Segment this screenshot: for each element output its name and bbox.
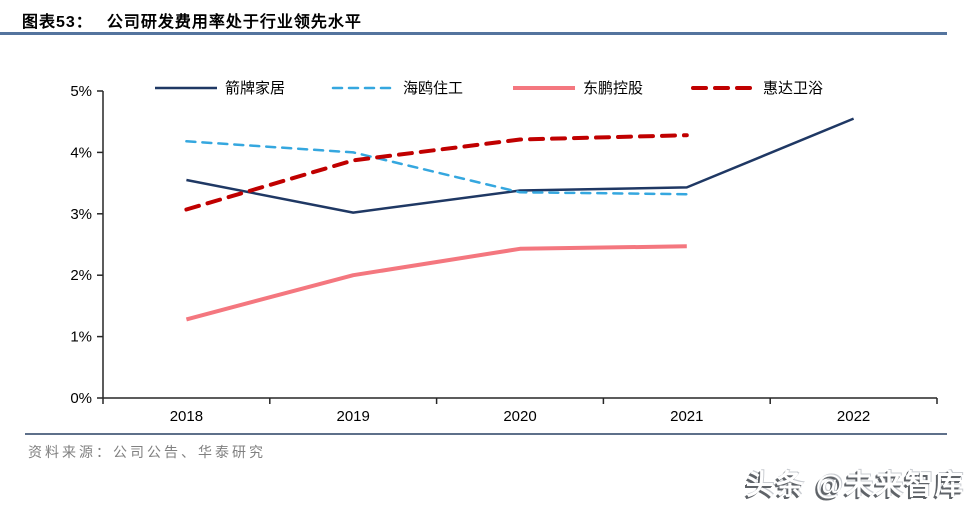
series-line-东鹏控股 xyxy=(185,244,687,322)
legend-label-箭牌家居: 箭牌家居 xyxy=(225,79,285,97)
x-tick-label: 2019 xyxy=(337,408,370,425)
legend-label-海鸥住工: 海鸥住工 xyxy=(403,80,463,97)
y-tick-label: 0% xyxy=(70,390,92,407)
x-tick-label: 2018 xyxy=(170,408,203,425)
x-tick-label: 2020 xyxy=(503,408,536,425)
y-tick-label: 3% xyxy=(70,206,92,223)
x-tick-label: 2022 xyxy=(837,408,870,425)
line-chart: 0% 1% 2% 3% 4% 5% 2018 2019 2020 2021 2022 箭牌家居 海鸥住工… xyxy=(70,79,938,425)
y-tick-label: 5% xyxy=(70,83,92,100)
y-tick-label: 1% xyxy=(70,329,92,346)
chart-area: 0% 1% 2% 3% 4% 5% 2018 2019 2020 2021 2022 箭牌家居 海鸥住工… xyxy=(0,48,979,430)
source-note: 资料来源：公司公告、华泰研究 xyxy=(28,446,266,461)
source-divider xyxy=(25,433,947,435)
y-tick-label: 4% xyxy=(70,144,92,161)
x-tick-label: 2021 xyxy=(670,408,703,425)
figure-header: 图表53： 公司研发费用率处于行业领先水平 xyxy=(22,8,362,32)
series-line-海鸥住工 xyxy=(185,140,689,196)
legend-label-东鹏控股: 东鹏控股 xyxy=(583,80,643,97)
figure-number: 图表53： xyxy=(22,14,93,31)
figure-title: 公司研发费用率处于行业领先水平 xyxy=(106,14,362,31)
y-tick-label: 2% xyxy=(70,267,92,284)
legend-label-惠达卫浴: 惠达卫浴 xyxy=(763,80,823,97)
series-line-惠达卫浴 xyxy=(184,133,689,212)
header-rule xyxy=(0,32,947,35)
watermark: 头条 @未来智库 xyxy=(745,469,965,500)
series-line-箭牌家居 xyxy=(186,117,855,214)
